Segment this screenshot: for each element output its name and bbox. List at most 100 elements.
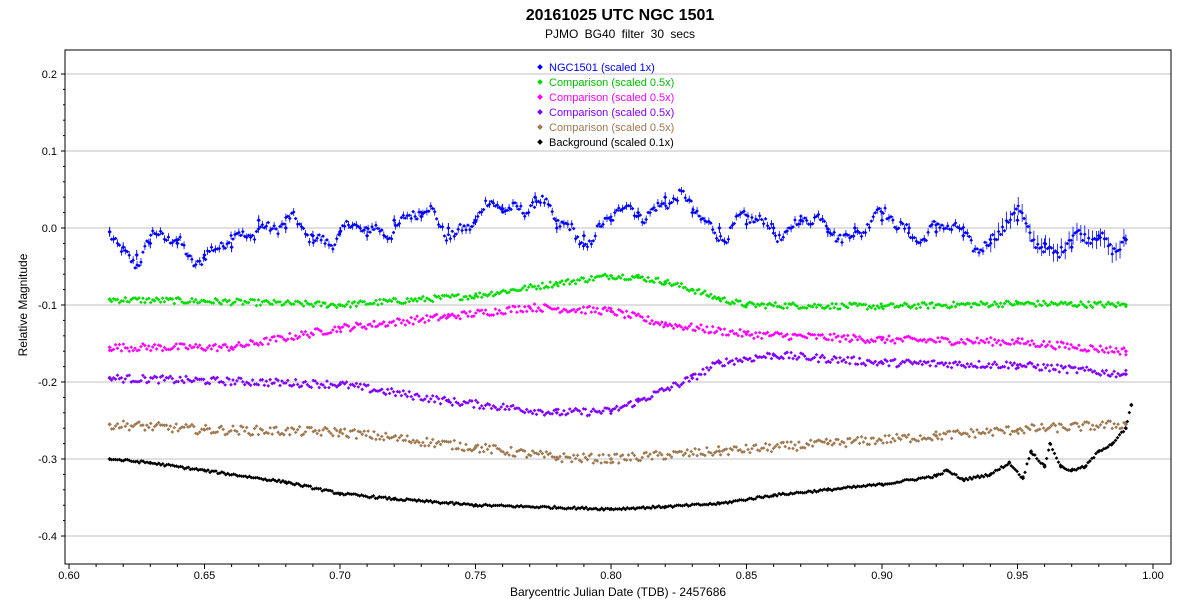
scatter-point	[315, 431, 320, 436]
scatter-point	[172, 464, 177, 468]
scatter-point	[536, 452, 541, 457]
scatter-point	[820, 353, 825, 358]
scatter-point	[237, 432, 241, 437]
scatter-point	[591, 407, 596, 411]
scatter-point	[1037, 427, 1042, 432]
scatter-point	[336, 232, 341, 237]
scatter-point	[1018, 362, 1023, 367]
data-point	[202, 252, 207, 258]
scatter-point	[757, 303, 762, 308]
scatter-point	[1006, 299, 1011, 304]
scatter-point	[846, 233, 850, 237]
scatter-point	[912, 303, 917, 307]
scatter-point	[117, 300, 122, 305]
scatter-point	[146, 240, 151, 245]
scatter-point	[637, 505, 642, 510]
scatter-point	[127, 373, 132, 378]
plot-frame	[64, 49, 1172, 565]
scatter-point	[994, 340, 999, 345]
scatter-point	[113, 342, 118, 347]
scatter-point	[152, 299, 157, 303]
scatter-point	[607, 407, 611, 411]
scatter-point	[137, 348, 141, 352]
scatter-point	[650, 457, 654, 462]
scatter-point	[975, 336, 979, 340]
scatter-point	[211, 375, 216, 380]
scatter-point	[475, 294, 480, 299]
scatter-point	[838, 233, 842, 237]
scatter-point	[233, 382, 237, 386]
series-group	[107, 419, 1129, 465]
scatter-point	[746, 329, 750, 334]
scatter-point	[146, 379, 151, 384]
scatter-point	[452, 438, 457, 443]
scatter-point	[393, 433, 398, 438]
grid-layer	[65, 73, 1171, 537]
scatter-point	[466, 297, 470, 301]
scatter-point	[137, 296, 141, 300]
scatter-point	[428, 397, 433, 401]
scatter-point	[1010, 363, 1015, 368]
scatter-point	[329, 330, 333, 335]
scatter-point	[920, 300, 925, 305]
scatter-point	[164, 238, 169, 243]
scatter-point	[379, 322, 384, 326]
scatter-point	[998, 232, 1003, 237]
legend-marker	[537, 64, 543, 70]
scatter-point	[143, 428, 147, 432]
scatter-point	[452, 234, 457, 239]
scatter-point	[628, 399, 633, 404]
scatter-point	[252, 298, 257, 302]
scatter-point	[176, 237, 181, 242]
scatter-point	[323, 301, 327, 305]
scatter-point	[475, 400, 480, 405]
scatter-point	[757, 214, 762, 218]
scatter-point	[587, 453, 592, 458]
scatter-point	[928, 475, 933, 480]
scatter-point	[385, 323, 390, 328]
scatter-point	[975, 365, 979, 370]
scatter-point	[148, 300, 153, 305]
scatter-point	[303, 299, 308, 303]
scatter-point	[609, 411, 613, 416]
scatter-point	[572, 505, 577, 509]
scatter-point	[409, 216, 414, 221]
legend: NGC1501 (scaled 1x)Comparison (scaled 0.…	[537, 62, 674, 149]
scatter-point	[497, 407, 502, 412]
scatter-point	[994, 426, 999, 430]
scatter-point	[710, 453, 715, 458]
scatter-point	[681, 380, 686, 385]
scatter-point	[493, 292, 498, 297]
scatter-point	[438, 401, 443, 406]
scatter-point	[199, 262, 204, 267]
scatter-point	[285, 426, 290, 430]
scatter-point	[581, 452, 586, 456]
scatter-point	[757, 448, 762, 453]
scatter-point	[702, 502, 706, 507]
scatter-point	[256, 227, 261, 231]
scatter-point	[511, 403, 515, 408]
scatter-point	[325, 426, 329, 431]
scatter-point	[528, 453, 533, 458]
scatter-point	[771, 446, 776, 451]
x-tick-label: 0.70	[329, 570, 350, 582]
scatter-point	[626, 453, 631, 457]
scatter-point	[346, 386, 351, 390]
data-point	[1069, 245, 1074, 250]
scatter-point	[605, 274, 609, 279]
scatter-point	[779, 237, 784, 242]
scatter-point	[192, 300, 196, 304]
scatter-point	[483, 198, 488, 203]
scatter-point	[836, 360, 840, 365]
scatter-point	[603, 216, 607, 221]
scatter-point	[1014, 429, 1019, 433]
scatter-point	[1055, 430, 1060, 434]
scatter-point	[616, 408, 621, 412]
scatter-point	[1115, 435, 1120, 440]
scatter-point	[348, 225, 353, 230]
scatter-point	[681, 453, 686, 458]
scatter-point	[313, 428, 318, 433]
scatter-point	[1063, 345, 1068, 350]
scatter-point	[379, 495, 384, 500]
scatter-point	[718, 234, 723, 239]
